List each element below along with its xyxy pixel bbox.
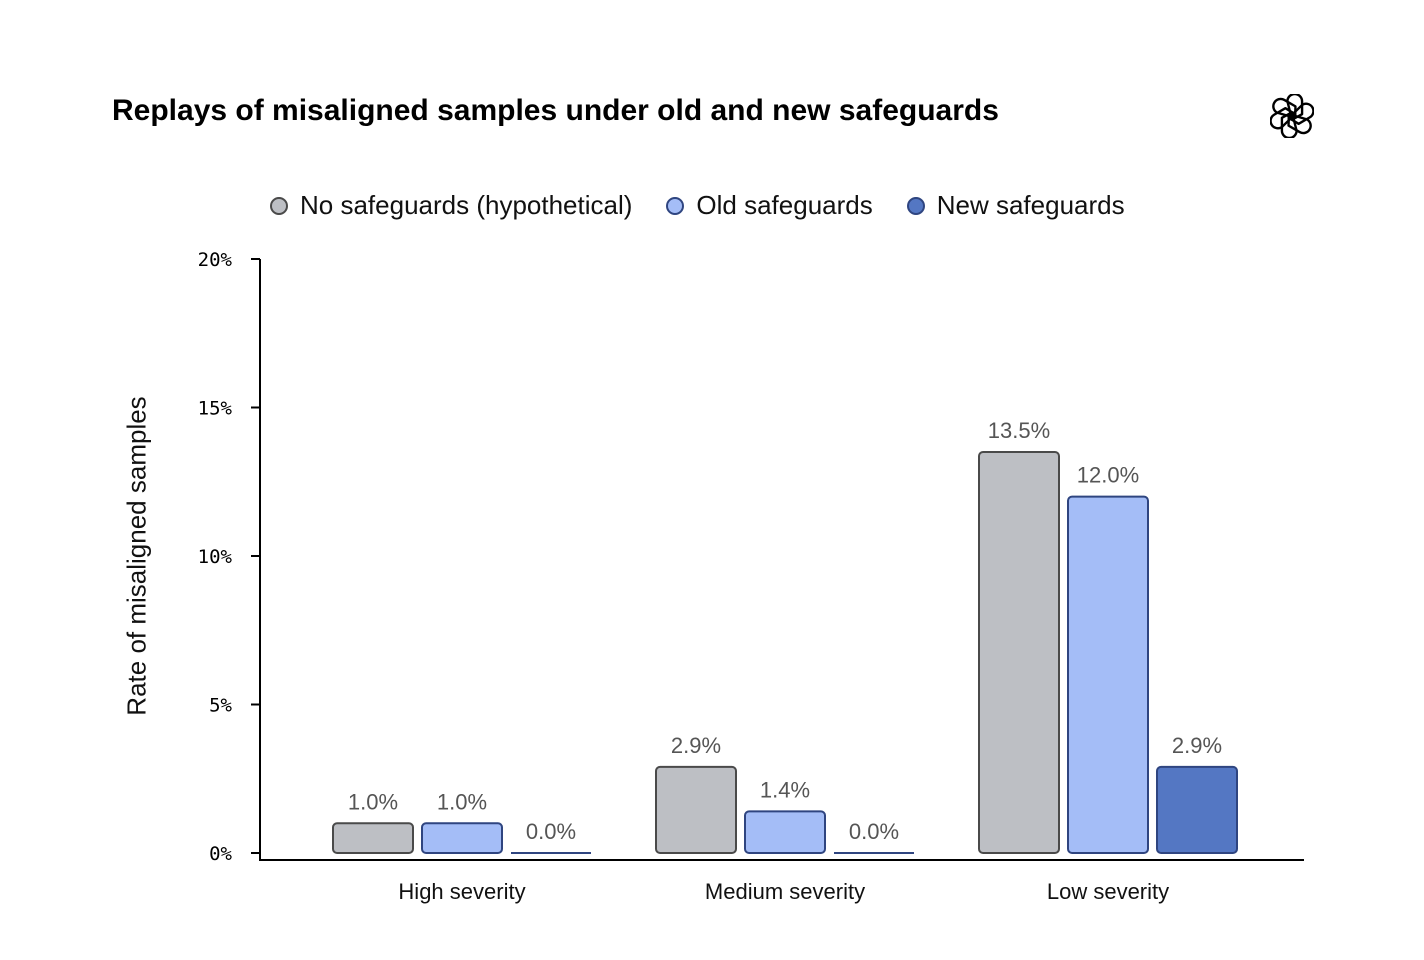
legend-swatch-old-safeguards <box>666 196 685 215</box>
legend-item-new-safeguards: New safeguards <box>906 190 1125 221</box>
legend-label-no-safeguards: No safeguards (hypothetical) <box>300 190 633 220</box>
bar <box>978 451 1060 854</box>
bar-value-label: 1.0% <box>348 789 398 814</box>
bar <box>1067 495 1149 854</box>
x-category-label: Medium severity <box>705 879 865 904</box>
y-tick-label: 20% <box>198 249 233 271</box>
y-tick-label: 0% <box>209 843 232 865</box>
y-tick-label: 10% <box>198 546 233 568</box>
bar-value-label: 1.4% <box>760 777 810 802</box>
legend-item-old-safeguards: Old safeguards <box>666 190 873 221</box>
bar-value-label: 1.0% <box>437 789 487 814</box>
bar-value-label: 0.0% <box>526 819 576 844</box>
x-category-label: Low severity <box>1047 879 1169 904</box>
bar-value-label: 13.5% <box>988 418 1050 443</box>
legend-label-old-safeguards: Old safeguards <box>696 190 873 220</box>
bar <box>655 765 737 854</box>
y-tick-label: 15% <box>198 398 233 420</box>
bar-value-label: 0.0% <box>849 819 899 844</box>
bar-value-label: 12.0% <box>1077 463 1139 488</box>
chart-legend: No safeguards (hypothetical) Old safegua… <box>270 190 1159 221</box>
legend-label-new-safeguards: New safeguards <box>936 190 1125 220</box>
bar <box>421 822 503 854</box>
x-category-label: High severity <box>398 879 525 904</box>
legend-item-no-safeguards: No safeguards (hypothetical) <box>270 190 632 221</box>
y-tick-label: 5% <box>209 695 232 717</box>
bar <box>332 822 414 854</box>
openai-logo-icon <box>1270 94 1314 138</box>
bar <box>744 810 826 854</box>
chart-title: Replays of misaligned samples under old … <box>112 94 999 127</box>
legend-swatch-no-safeguards <box>270 196 288 215</box>
legend-swatch-new-safeguards <box>906 196 925 215</box>
bar-value-label: 2.9% <box>1172 733 1222 758</box>
bar-value-label: 2.9% <box>671 733 721 758</box>
bar <box>1156 765 1238 854</box>
